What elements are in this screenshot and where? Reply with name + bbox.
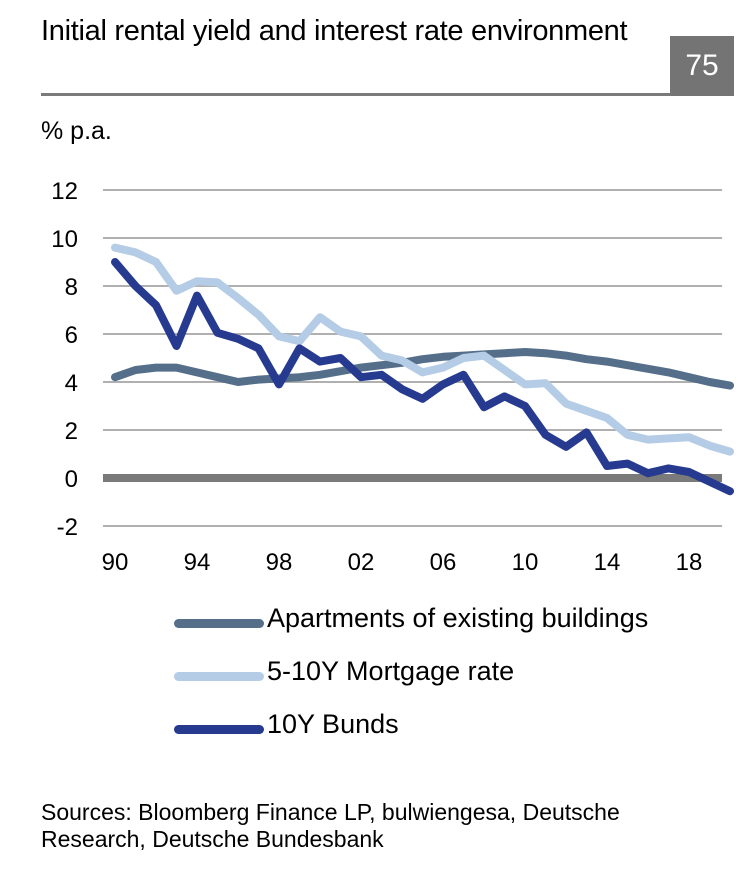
y-tick-label: 12 bbox=[51, 178, 78, 205]
line-chart: 12 10 8 6 4 2 0 -2 90 94 98 02 06 10 14 18 bbox=[51, 178, 734, 576]
legend-swatch-apartments bbox=[174, 619, 264, 628]
y-tick-label: 8 bbox=[65, 274, 78, 301]
title-divider bbox=[41, 93, 671, 96]
legend-label: Apartments of existing buildings bbox=[267, 603, 649, 633]
series-line-apartments bbox=[111, 348, 734, 390]
x-tick-label: 18 bbox=[676, 549, 703, 576]
y-axis-unit-label: % p.a. bbox=[41, 117, 112, 145]
series-line-bunds bbox=[111, 258, 734, 496]
y-tick-label: 10 bbox=[51, 226, 78, 253]
x-tick-label: 06 bbox=[430, 549, 457, 576]
x-tick-label: 10 bbox=[512, 549, 539, 576]
page-number-badge: 75 bbox=[670, 36, 734, 96]
legend-swatch-bunds bbox=[174, 725, 264, 734]
series-line-mortgage bbox=[111, 243, 734, 456]
y-tick-label: 0 bbox=[65, 466, 78, 493]
x-tick-label: 94 bbox=[184, 549, 211, 576]
y-tick-label: 6 bbox=[65, 322, 78, 349]
y-tick-label: 4 bbox=[65, 370, 78, 397]
sources-note: Sources: Bloomberg Finance LP, bulwienge… bbox=[41, 799, 620, 852]
y-tick-label: -2 bbox=[57, 514, 78, 541]
series-lines bbox=[111, 243, 734, 496]
x-tick-label: 14 bbox=[594, 549, 621, 576]
y-axis-ticks: 12 10 8 6 4 2 0 -2 bbox=[51, 178, 78, 541]
x-tick-label: 90 bbox=[102, 549, 129, 576]
x-tick-label: 98 bbox=[266, 549, 293, 576]
legend-swatch-mortgage bbox=[174, 672, 264, 681]
legend-label: 10Y Bunds bbox=[267, 709, 399, 739]
x-tick-label: 02 bbox=[348, 549, 375, 576]
legend-label: 5-10Y Mortgage rate bbox=[267, 656, 515, 686]
x-axis-ticks: 90 94 98 02 06 10 14 18 bbox=[102, 549, 703, 576]
y-tick-label: 2 bbox=[65, 418, 78, 445]
chart-title: Initial rental yield and interest rate e… bbox=[41, 15, 628, 47]
